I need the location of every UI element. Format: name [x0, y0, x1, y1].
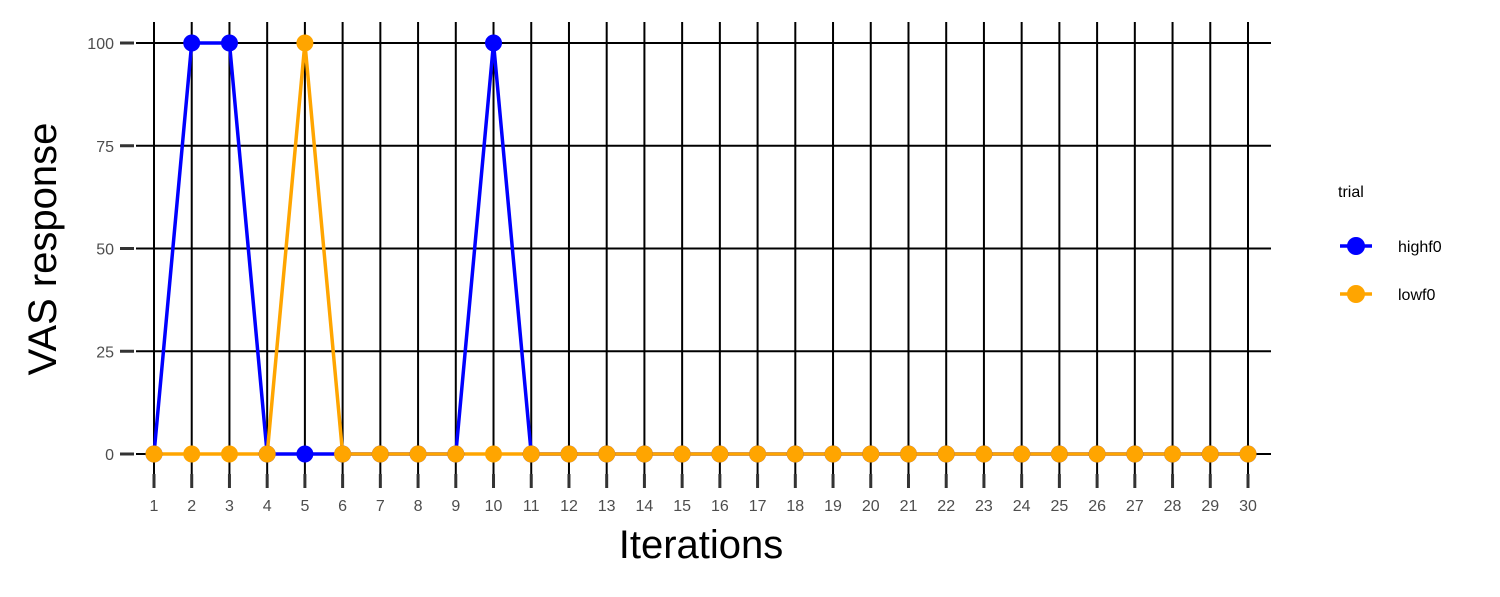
data-point-lowf0 [1164, 445, 1182, 463]
x-tick-label: 23 [975, 498, 993, 515]
y-tick-label: 50 [96, 242, 114, 259]
y-axis-title: VAS response [21, 123, 65, 376]
data-point-lowf0 [1201, 445, 1219, 463]
series-layer [145, 34, 1257, 463]
x-tick-label: 1 [150, 498, 159, 515]
x-tick-label: 30 [1239, 498, 1257, 515]
data-point-lowf0 [296, 34, 314, 52]
data-point-lowf0 [1050, 445, 1068, 463]
data-point-lowf0 [409, 445, 427, 463]
grid [136, 22, 1271, 486]
data-point-lowf0 [522, 445, 540, 463]
data-point-lowf0 [183, 445, 201, 463]
data-point-highf0 [220, 34, 238, 52]
data-point-highf0 [183, 34, 201, 52]
x-tick-label: 16 [711, 498, 729, 515]
x-tick-label: 20 [862, 498, 880, 515]
data-point-lowf0 [145, 445, 163, 463]
x-tick-label: 26 [1088, 498, 1106, 515]
data-point-lowf0 [711, 445, 729, 463]
data-point-lowf0 [485, 445, 503, 463]
data-point-lowf0 [975, 445, 993, 463]
data-point-lowf0 [824, 445, 842, 463]
x-tick-label: 10 [485, 498, 503, 515]
x-tick-label: 21 [900, 498, 918, 515]
legend-label-highf0: highf0 [1398, 239, 1442, 256]
x-tick-label: 27 [1126, 498, 1144, 515]
legend: trial highf0 lowf0 [1338, 184, 1442, 304]
x-tick-label: 18 [786, 498, 804, 515]
x-tick-label: 22 [937, 498, 955, 515]
x-tick-label: 6 [338, 498, 347, 515]
data-point-lowf0 [220, 445, 238, 463]
y-tick-label: 25 [96, 344, 114, 361]
data-point-lowf0 [371, 445, 389, 463]
data-point-lowf0 [447, 445, 465, 463]
x-tick-label: 7 [376, 498, 385, 515]
data-point-lowf0 [786, 445, 804, 463]
data-point-lowf0 [1088, 445, 1106, 463]
data-point-lowf0 [749, 445, 767, 463]
x-tick-label: 29 [1201, 498, 1219, 515]
data-point-lowf0 [862, 445, 880, 463]
x-tick-label: 19 [824, 498, 842, 515]
data-point-lowf0 [1239, 445, 1257, 463]
x-tick-label: 24 [1013, 498, 1031, 515]
data-point-highf0 [485, 34, 503, 52]
data-point-lowf0 [334, 445, 352, 463]
x-tick-label: 8 [414, 498, 423, 515]
y-tick-label: 100 [87, 36, 114, 53]
y-tick-label: 75 [96, 139, 114, 156]
data-point-lowf0 [673, 445, 691, 463]
data-point-lowf0 [598, 445, 616, 463]
data-point-lowf0 [560, 445, 578, 463]
legend-key-marker [1347, 237, 1365, 255]
legend-key-marker [1347, 285, 1365, 303]
data-point-lowf0 [899, 445, 917, 463]
x-tick-label: 17 [749, 498, 767, 515]
y-tick-label: 0 [105, 447, 114, 464]
x-tick-label: 11 [523, 498, 540, 515]
x-tick-label: 4 [263, 498, 272, 515]
x-tick-label: 25 [1050, 498, 1068, 515]
data-point-highf0 [296, 445, 314, 463]
data-point-lowf0 [1126, 445, 1144, 463]
x-tick-label: 13 [598, 498, 616, 515]
x-tick-label: 9 [451, 498, 460, 515]
data-point-lowf0 [635, 445, 653, 463]
x-tick-label: 15 [673, 498, 691, 515]
data-point-lowf0 [258, 445, 276, 463]
x-tick-label: 2 [187, 498, 196, 515]
legend-label-lowf0: lowf0 [1398, 287, 1435, 304]
legend-title: trial [1338, 184, 1364, 201]
x-tick-label: 12 [560, 498, 578, 515]
data-point-lowf0 [937, 445, 955, 463]
x-tick-label: 5 [300, 498, 309, 515]
x-tick-label: 3 [225, 498, 234, 515]
x-tick-label: 14 [636, 498, 654, 515]
data-point-lowf0 [1013, 445, 1031, 463]
x-tick-label: 28 [1164, 498, 1182, 515]
x-axis-title: Iterations [619, 523, 784, 567]
